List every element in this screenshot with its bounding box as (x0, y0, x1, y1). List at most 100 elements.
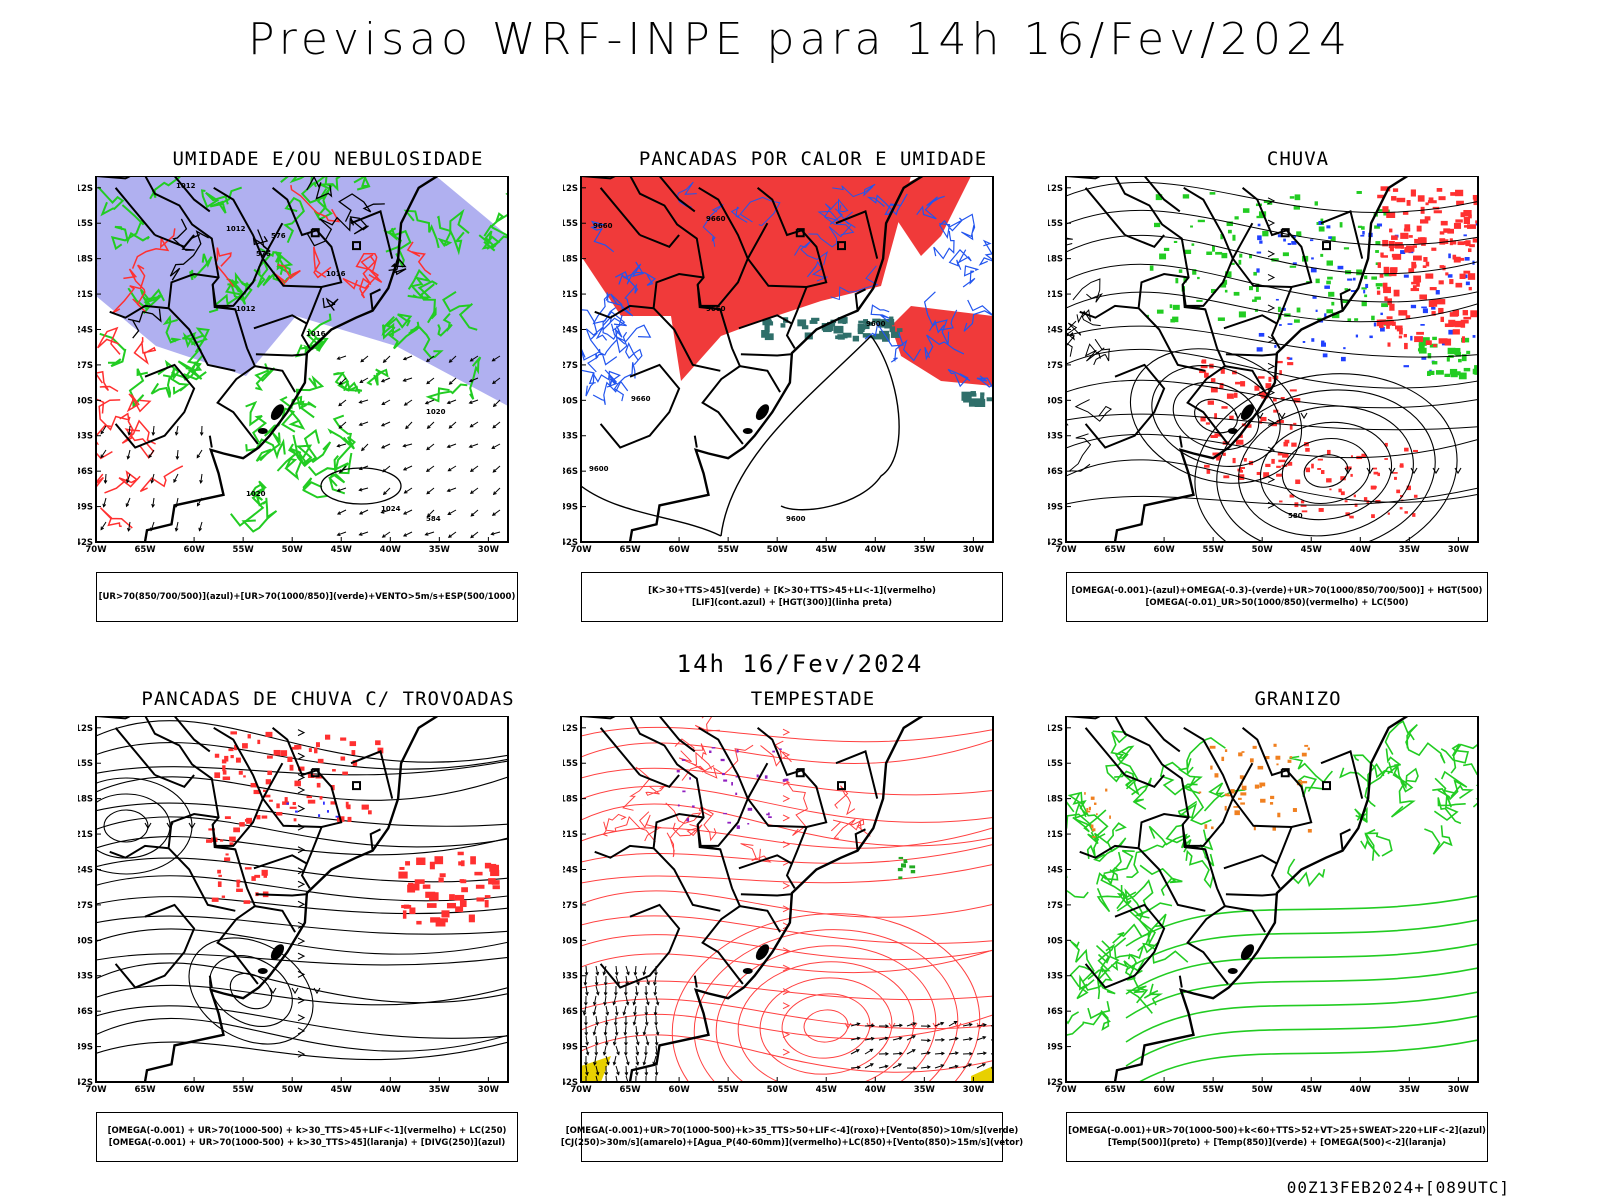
contour-label: 584 (426, 515, 441, 523)
lif-contour (702, 203, 724, 247)
wind-arrow (359, 509, 369, 515)
thunderstorm-area (307, 799, 316, 804)
hgt-contour (1076, 309, 1101, 327)
rain-area (1462, 310, 1469, 316)
streamline-arrow (297, 729, 306, 737)
omega-area (1263, 200, 1270, 204)
wind-vector (595, 975, 598, 986)
lat-label: 15S (563, 759, 578, 769)
rain-area (1428, 300, 1435, 307)
thunderstorm-area (236, 879, 241, 884)
rain-area (1380, 186, 1389, 191)
rain-area (1363, 497, 1368, 502)
rain-area (1460, 212, 1465, 218)
panel-title: UMIDADE E/OU NEBULOSIDADE (172, 148, 484, 170)
humidity-contour-low (319, 176, 342, 192)
wind850-area (903, 860, 908, 864)
omega500-area (1257, 765, 1264, 770)
omega-area (1287, 243, 1291, 246)
wind-arrow (382, 531, 391, 538)
thickness-contour (273, 263, 301, 286)
border-line (739, 905, 781, 933)
lon-label: 30W (1448, 1085, 1470, 1095)
border-line (1224, 365, 1266, 393)
contour-label: 9660 (593, 222, 613, 230)
wind-vector (653, 1055, 657, 1065)
thickness-contour (123, 268, 146, 313)
wind-arrow-head (941, 1051, 946, 1056)
thunderstorm-area (292, 801, 296, 806)
wind-arrow (492, 377, 501, 384)
wind-arrow-head (997, 1065, 1000, 1068)
omega-area (1289, 265, 1297, 268)
temp850-contour (1079, 966, 1113, 991)
lat-label: 18S (563, 795, 578, 805)
omega-area (1474, 365, 1478, 372)
wind-arrow-head (447, 511, 452, 515)
thunderstorm-area (284, 797, 288, 803)
panel-legend: [OMEGA(-0.001)-(azul)+OMEGA(-0.3)-(verde… (1066, 572, 1488, 622)
humidity-contour-low (189, 253, 213, 281)
omega-area (1421, 356, 1427, 360)
thunderstorm-area (459, 900, 467, 908)
wind-vector (976, 1024, 986, 1027)
wind-arrow-head (338, 381, 343, 386)
humidity-contour-low (328, 472, 346, 495)
lat-label: 39S (1048, 503, 1063, 513)
omega-area (1375, 283, 1383, 287)
border-line (96, 716, 249, 889)
rain-area (1382, 239, 1389, 247)
temp850-contour (1103, 849, 1135, 875)
border-line (739, 365, 781, 393)
omega-area (1369, 335, 1373, 339)
omega-area (1253, 271, 1257, 276)
map-svg: 966096609660960096609600960012S15S18S21S… (560, 175, 994, 555)
wind-arrow-head (604, 1041, 609, 1046)
lat-label: 39S (1048, 1043, 1063, 1053)
humidity-contour-low (209, 186, 243, 214)
wind-arrow-head (127, 431, 132, 436)
rain-area (1463, 270, 1471, 274)
omega-area (1182, 194, 1190, 199)
temp850-contour (1096, 851, 1122, 885)
thunderstorm-area (224, 755, 229, 762)
wind-vector (948, 1037, 958, 1041)
rain-area (1371, 514, 1375, 519)
lagoon (257, 968, 268, 975)
storm-area (782, 779, 786, 782)
wind-arrow (100, 521, 107, 530)
border-line (1320, 210, 1364, 259)
omega-area (1291, 235, 1296, 238)
humidity-contour-low (249, 483, 268, 507)
wind-arrow-head (100, 526, 104, 531)
lon-label: 45W (331, 1085, 353, 1095)
thickness-contour (96, 424, 113, 460)
rain-area (1204, 464, 1210, 468)
thunderstorm-area (211, 897, 219, 902)
lagoon (257, 428, 268, 435)
lat-label: 24S (78, 865, 93, 875)
omega-area (1197, 219, 1205, 223)
omega-area (1206, 251, 1213, 255)
rain-area (1403, 333, 1407, 338)
omega500-area (1292, 808, 1297, 812)
rain-area (1455, 189, 1464, 197)
panel-title: PANCADAS DE CHUVA C/ TROVOADAS (141, 688, 515, 710)
humidity-contour-low (253, 253, 272, 288)
wind-vector (655, 1035, 658, 1046)
rain-area (1411, 281, 1417, 285)
lon-label: 55W (233, 1085, 255, 1095)
moisture-area (835, 335, 840, 340)
rain-area (1260, 416, 1267, 422)
streamline-arrow (1432, 467, 1440, 475)
wind-arrow-head (602, 971, 607, 976)
lon-label: 60W (1153, 1085, 1175, 1095)
wind-arrow-head (358, 532, 363, 536)
wind-vector (625, 995, 629, 1005)
legend-line: [OMEGA(-0.001)+UR>70(1000-500)+k<60+TTS>… (1068, 1126, 1486, 1136)
omega-area (1418, 347, 1427, 354)
thunderstorm-area (235, 757, 241, 763)
wind-arrow-head (448, 381, 453, 385)
border-line (1270, 286, 1293, 349)
wind-arrow-head (382, 468, 387, 473)
